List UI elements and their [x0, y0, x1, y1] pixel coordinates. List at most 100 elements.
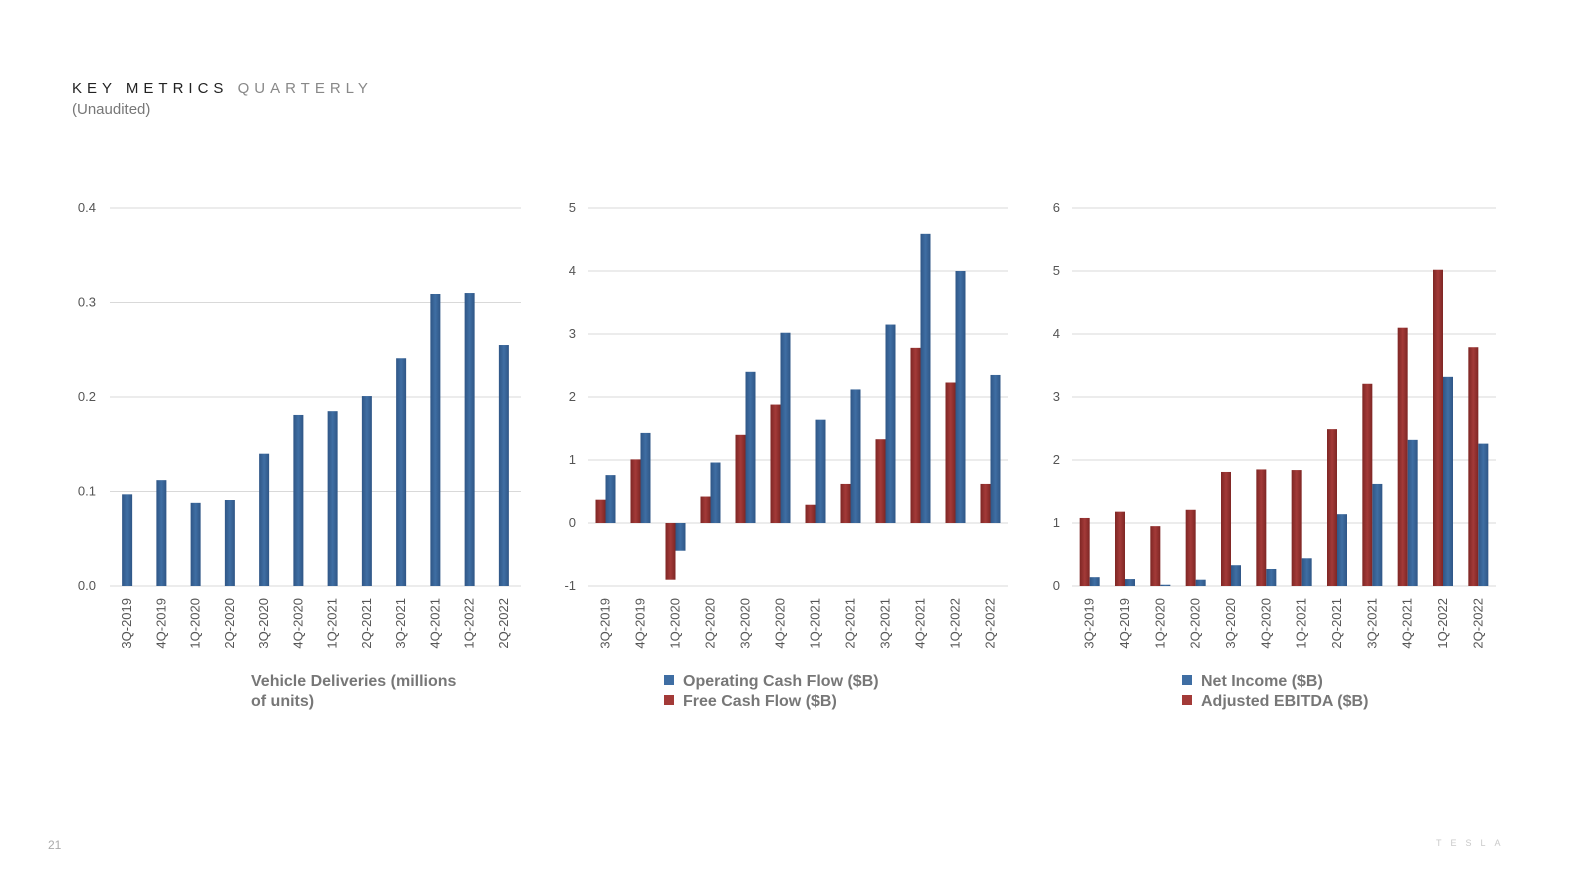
y-tick-label: 6 [1053, 200, 1060, 215]
y-tick-label: -1 [564, 578, 576, 593]
bar-series-red [630, 459, 641, 523]
y-tick-label: 2 [1053, 452, 1060, 467]
bar-series-red [1433, 269, 1443, 586]
bar-series-blue [1443, 376, 1453, 586]
x-tick-label: 1Q-2020 [668, 598, 683, 649]
bar-series-red [1256, 469, 1267, 586]
x-tick-label: 1Q-2022 [462, 598, 477, 649]
x-tick-label: 1Q-2020 [188, 598, 203, 649]
x-tick-label: 4Q-2020 [290, 598, 305, 649]
bar-series-blue [190, 502, 201, 586]
bar-series-blue [1301, 558, 1312, 586]
legend-label: Free Cash Flow ($B) [683, 693, 837, 710]
x-tick-label: 4Q-2021 [427, 598, 442, 649]
y-tick-label: 5 [569, 200, 576, 215]
bar-series-red [595, 499, 606, 523]
bar-series-blue [1478, 443, 1489, 586]
x-tick-label: 1Q-2020 [1152, 598, 1167, 649]
y-tick-label: 4 [569, 263, 576, 278]
x-tick-label: 2Q-2020 [222, 598, 237, 649]
x-tick-label: 3Q-2020 [1223, 598, 1238, 649]
bar-series-blue [293, 414, 304, 586]
bar-series-blue [815, 419, 826, 523]
title-main: KEY METRICS [72, 80, 229, 97]
bar-series-blue [1160, 584, 1171, 586]
bar-series-red [1185, 509, 1196, 586]
x-tick-label: 3Q-2020 [738, 598, 753, 649]
x-tick-label: 3Q-2021 [1364, 598, 1379, 649]
legend-label: Net Income ($B) [1201, 673, 1323, 690]
bar-series-blue [156, 480, 167, 586]
x-tick-label: 2Q-2022 [983, 598, 998, 649]
x-tick-label: 4Q-2021 [1400, 598, 1415, 649]
bar-series-red [1397, 327, 1408, 586]
y-tick-label: 5 [1053, 263, 1060, 278]
bar-series-red [840, 483, 851, 523]
x-tick-label: 1Q-2021 [808, 598, 823, 649]
x-tick-label: 1Q-2022 [1435, 598, 1450, 649]
x-tick-label: 2Q-2021 [359, 598, 374, 649]
bar-series-red [700, 496, 711, 523]
y-tick-label: 0.0 [78, 578, 96, 593]
y-tick-label: 0.1 [78, 484, 96, 499]
x-tick-label: 2Q-2020 [703, 598, 718, 649]
bar-series-blue [259, 453, 270, 586]
x-tick-label: 4Q-2019 [153, 598, 168, 649]
bar-series-blue [1337, 514, 1347, 586]
x-tick-label: 3Q-2019 [119, 598, 134, 649]
bar-series-red [665, 523, 676, 580]
bar-series-red [910, 347, 921, 523]
bar-series-blue [122, 494, 133, 586]
x-tick-label: 3Q-2019 [598, 598, 613, 649]
bar-series-red [945, 382, 956, 523]
page-subtitle: (Unaudited) [72, 101, 151, 118]
y-tick-label: 4 [1053, 326, 1060, 341]
y-tick-label: 0 [1053, 578, 1060, 593]
y-tick-label: 1 [569, 452, 576, 467]
bar-series-blue [780, 332, 791, 523]
bar-series-blue [464, 293, 475, 586]
bar-series-red [1115, 511, 1125, 586]
x-tick-label: 4Q-2019 [1117, 598, 1132, 649]
bar-series-blue [1231, 565, 1241, 586]
bar-series-blue [1407, 439, 1418, 586]
bar-series-blue [745, 371, 756, 523]
y-tick-label: 2 [569, 389, 576, 404]
x-tick-label: 1Q-2021 [325, 598, 340, 649]
legend-swatch [664, 695, 674, 705]
bar-series-red [875, 439, 886, 523]
bar-series-red [1468, 347, 1479, 586]
page-title: KEY METRICS QUARTERLY [72, 80, 373, 98]
x-tick-label: 2Q-2021 [1329, 598, 1344, 649]
bar-series-blue [1125, 579, 1135, 586]
bar-series-blue [885, 324, 896, 523]
x-tick-label: 1Q-2022 [948, 598, 963, 649]
bar-series-blue [920, 233, 931, 523]
x-tick-label: 3Q-2020 [256, 598, 271, 649]
bar-series-blue [224, 500, 235, 586]
bar-series-blue [955, 271, 966, 523]
bar-series-red [1291, 470, 1302, 586]
x-tick-label: 4Q-2020 [773, 598, 788, 649]
x-tick-label: 4Q-2021 [913, 598, 928, 649]
bar-series-blue [327, 411, 338, 586]
bar-series-red [805, 504, 816, 523]
bar-series-red [1150, 526, 1161, 586]
legend-swatch [1182, 695, 1192, 705]
bar-series-red [1079, 517, 1090, 586]
bar-series-blue [675, 523, 686, 551]
y-tick-label: 0.4 [78, 200, 96, 215]
bar-series-blue [850, 389, 861, 523]
bar-series-red [980, 483, 991, 523]
bar-series-blue [990, 374, 1001, 523]
x-tick-label: 2Q-2022 [1470, 598, 1485, 649]
bar-series-blue [710, 462, 721, 523]
title-sub: QUARTERLY [237, 80, 373, 97]
x-tick-label: 1Q-2021 [1294, 598, 1309, 649]
bar-series-blue [1195, 579, 1206, 586]
bar-series-blue [640, 432, 651, 523]
bar-series-red [735, 434, 746, 523]
y-tick-label: 1 [1053, 515, 1060, 530]
